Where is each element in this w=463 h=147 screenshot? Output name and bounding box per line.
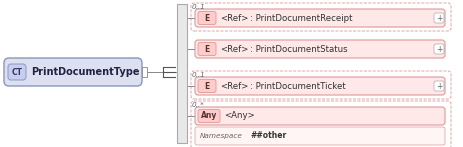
Text: PrintDocumentType: PrintDocumentType — [31, 67, 139, 77]
Text: E: E — [204, 14, 210, 22]
Text: : PrintDocumentStatus: : PrintDocumentStatus — [250, 45, 348, 54]
Bar — [177, 4, 187, 143]
FancyBboxPatch shape — [195, 127, 445, 145]
FancyBboxPatch shape — [4, 58, 142, 86]
Text: E: E — [204, 45, 210, 54]
FancyBboxPatch shape — [434, 44, 444, 54]
FancyBboxPatch shape — [434, 13, 444, 23]
Text: ##other: ##other — [250, 132, 286, 141]
FancyBboxPatch shape — [198, 11, 216, 25]
Text: 0..1: 0..1 — [192, 72, 206, 78]
Text: 0..*: 0..* — [192, 102, 205, 108]
FancyBboxPatch shape — [198, 110, 220, 122]
FancyBboxPatch shape — [198, 80, 216, 92]
Bar — [142, 67, 147, 77]
Text: Any: Any — [201, 112, 217, 121]
Text: +: + — [436, 14, 442, 22]
Text: : PrintDocumentReceipt: : PrintDocumentReceipt — [250, 14, 352, 22]
FancyBboxPatch shape — [191, 71, 451, 99]
FancyBboxPatch shape — [8, 64, 26, 80]
FancyBboxPatch shape — [195, 40, 445, 58]
Text: +: + — [436, 45, 442, 54]
Text: Namespace: Namespace — [200, 133, 243, 139]
Text: <Any>: <Any> — [224, 112, 255, 121]
Text: +: + — [436, 81, 442, 91]
Text: <Ref>: <Ref> — [220, 14, 248, 22]
FancyBboxPatch shape — [195, 9, 445, 27]
Text: CT: CT — [12, 67, 23, 76]
FancyBboxPatch shape — [198, 42, 216, 56]
Text: <Ref>: <Ref> — [220, 81, 248, 91]
FancyBboxPatch shape — [195, 107, 445, 125]
FancyBboxPatch shape — [195, 77, 445, 95]
FancyBboxPatch shape — [191, 101, 451, 147]
Text: 0..1: 0..1 — [192, 4, 206, 10]
Text: E: E — [204, 81, 210, 91]
Text: <Ref>: <Ref> — [220, 45, 248, 54]
Text: : PrintDocumentTicket: : PrintDocumentTicket — [250, 81, 346, 91]
FancyBboxPatch shape — [434, 81, 444, 91]
FancyBboxPatch shape — [191, 3, 451, 31]
